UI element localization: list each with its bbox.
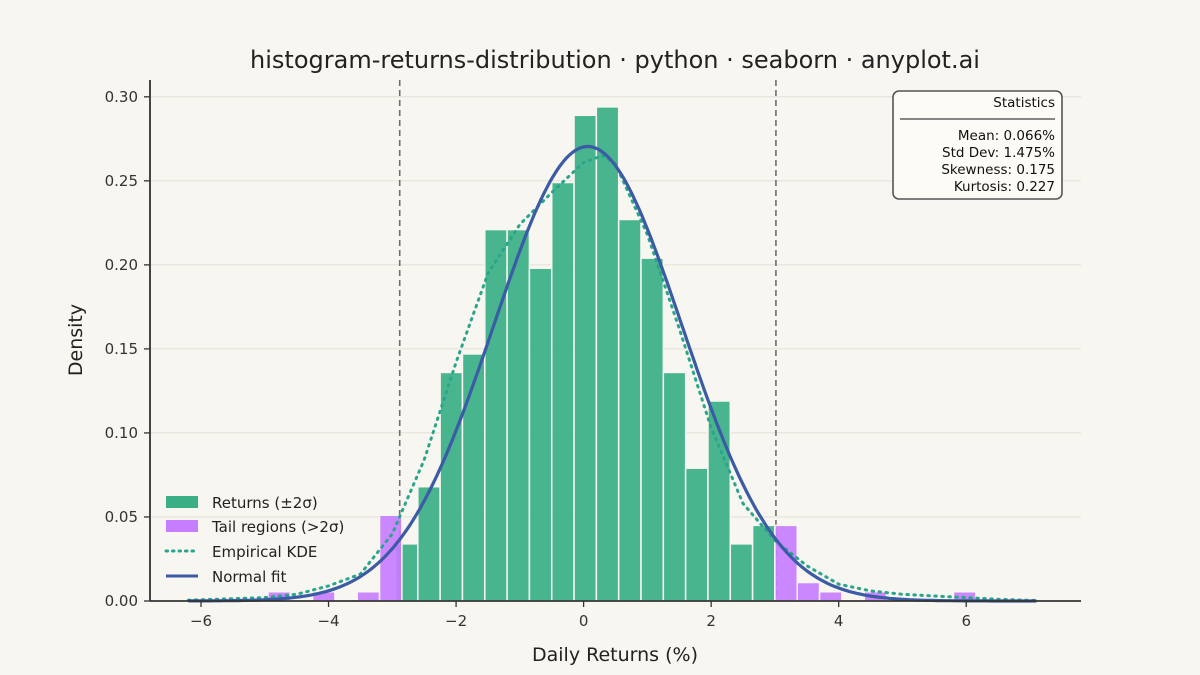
- returns-bar: [506, 228, 531, 602]
- y-tick-label: 0.10: [105, 424, 138, 442]
- x-tick-label: 6: [961, 612, 971, 630]
- x-tick-label: 0: [579, 612, 589, 630]
- x-axis-label: Daily Returns (%): [532, 644, 698, 666]
- returns-bar: [528, 267, 553, 602]
- x-tick-label: −2: [445, 612, 467, 630]
- y-tick-label: 0.15: [105, 340, 138, 358]
- tail-bar: [818, 591, 843, 602]
- returns-bar: [729, 543, 754, 602]
- legend-swatch-returns: [166, 496, 198, 508]
- sigma-lines: [398, 80, 777, 601]
- returns-bar: [640, 257, 665, 602]
- returns-bar: [550, 181, 575, 602]
- y-tick-label: 0.05: [105, 508, 138, 526]
- legend-label-kde: Empirical KDE: [212, 543, 317, 561]
- tail-bar: [796, 581, 821, 602]
- returns-bar: [595, 106, 620, 602]
- returns-bar: [662, 371, 687, 602]
- y-tick-label: 0.25: [105, 172, 138, 190]
- chart-title: histogram-returns-distribution · python …: [250, 46, 980, 74]
- returns-bar: [684, 467, 709, 602]
- returns-bar: [573, 114, 598, 602]
- statistics-std-dev: Std Dev: 1.475%: [942, 145, 1055, 161]
- tail-bar: [356, 591, 381, 602]
- legend-label-returns: Returns (±2σ): [212, 494, 318, 512]
- x-tick-label: −6: [190, 612, 212, 630]
- normal-fit-line: [188, 144, 1037, 603]
- y-tick-label: 0.20: [105, 256, 138, 274]
- x-tick-label: −4: [317, 612, 339, 630]
- statistics-mean: Mean: 0.066%: [958, 128, 1055, 144]
- statistics-title: Statistics: [993, 95, 1055, 111]
- statistics-skewness: Skewness: 0.175: [941, 162, 1055, 178]
- legend-label-tail: Tail regions (>2σ): [211, 518, 344, 536]
- returns-bar: [484, 228, 508, 602]
- y-axis-label: Density: [65, 304, 87, 376]
- x-tick-label: 2: [706, 612, 716, 630]
- statistics-kurtosis: Kurtosis: 0.227: [954, 179, 1055, 195]
- y-tick-label: 0.30: [105, 88, 138, 106]
- y-axis-ticks: 0.00 0.05 0.10 0.15 0.20 0.25 0.30: [105, 88, 150, 610]
- returns-bar: [439, 371, 464, 602]
- x-axis-ticks: −6 −4 −2 0 2 4 6: [190, 601, 971, 630]
- legend-swatch-tail: [166, 520, 198, 532]
- statistics-box-frame: [892, 90, 1063, 200]
- tail-bar: [774, 524, 798, 602]
- returns-bars: [394, 106, 776, 602]
- curves: [186, 144, 1038, 603]
- y-tick-label: 0.00: [105, 592, 138, 610]
- legend: Returns (±2σ) Tail regions (>2σ) Empiric…: [164, 494, 344, 586]
- statistics-box: Statistics Mean: 0.066% Std Dev: 1.475% …: [892, 90, 1063, 200]
- x-tick-label: 4: [834, 612, 844, 630]
- legend-label-normal: Normal fit: [212, 568, 286, 586]
- returns-bar: [617, 218, 642, 602]
- returns-bar: [461, 353, 486, 602]
